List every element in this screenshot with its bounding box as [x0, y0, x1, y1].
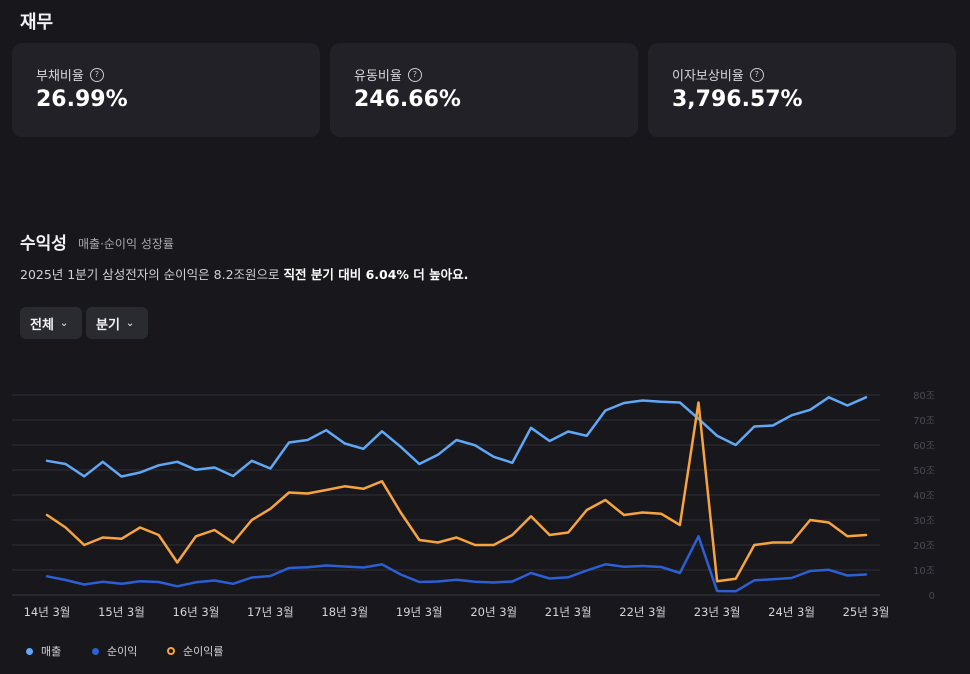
- x-tick-label: 18년 3월: [321, 605, 368, 619]
- y-tick-label: 60조: [913, 441, 935, 452]
- x-tick-label: 19년 3월: [396, 605, 443, 619]
- series-line-1: [45, 535, 868, 593]
- legend-label-net-income: 순이익: [107, 645, 138, 658]
- current-ratio-value: 246.66%: [354, 87, 461, 112]
- x-tick-label: 20년 3월: [470, 605, 517, 619]
- y-tick-label: 10조: [913, 566, 935, 577]
- legend-item-revenue[interactable]: 매출: [26, 643, 61, 659]
- period-dropdown[interactable]: 분기 ⌄: [86, 307, 148, 339]
- y-tick-label: 20조: [913, 541, 935, 552]
- scope-dropdown[interactable]: 전체 ⌄: [20, 307, 82, 339]
- y-tick-label: 40조: [913, 491, 935, 502]
- summary-highlight: 직전 분기 대비 6.04% 더 높아요.: [283, 267, 469, 282]
- y-tick-label: 50조: [913, 466, 935, 477]
- y-tick-label: 30조: [913, 516, 935, 527]
- legend-item-net-income[interactable]: 순이익: [92, 643, 137, 659]
- x-tick-label: 24년 3월: [768, 605, 815, 619]
- debt-ratio-label: 부채비율: [36, 69, 84, 84]
- x-tick-label: 16년 3월: [173, 605, 220, 619]
- interest-coverage-value: 3,796.57%: [672, 87, 803, 112]
- x-tick-label: 22년 3월: [619, 605, 666, 619]
- interest-coverage-label-row: 이자보상비율 ?: [672, 65, 764, 84]
- y-tick-label: 70조: [913, 416, 935, 427]
- current-ratio-label: 유동비율: [354, 69, 402, 84]
- x-tick-label: 14년 3월: [24, 605, 71, 619]
- legend-item-net-margin[interactable]: 순이익률: [167, 643, 223, 659]
- y-tick-label: 80조: [913, 391, 935, 402]
- legend-label-revenue: 매출: [41, 645, 62, 658]
- help-icon[interactable]: ?: [89, 67, 104, 82]
- help-icon[interactable]: ?: [407, 67, 422, 82]
- scope-dropdown-label: 전체: [30, 317, 54, 333]
- summary-text: 2025년 1분기 삼성전자의 순이익은 8.2조원으로: [20, 267, 284, 282]
- series-line-2: [45, 401, 868, 583]
- profitability-title: 수익성: [20, 234, 67, 254]
- chevron-down-icon: ⌄: [125, 317, 135, 329]
- current-ratio-card: 유동비율 ? 246.66%: [330, 43, 638, 137]
- x-tick-label: 15년 3월: [98, 605, 145, 619]
- profitability-subtitle: 매출·순이익 성장률: [78, 237, 174, 251]
- legend-swatch-net-income: [92, 647, 99, 655]
- debt-ratio-label-row: 부채비율 ?: [36, 65, 104, 84]
- debt-ratio-value: 26.99%: [36, 87, 128, 112]
- legend-swatch-revenue: [26, 647, 33, 655]
- profitability-summary: 2025년 1분기 삼성전자의 순이익은 8.2조원으로 직전 분기 대비 6.…: [20, 264, 468, 283]
- y-tick-label: 0: [929, 591, 935, 602]
- interest-coverage-label: 이자보상비율: [672, 69, 744, 84]
- legend-label-net-margin: 순이익률: [183, 645, 224, 658]
- x-tick-label: 25년 3월: [843, 605, 890, 619]
- legend-swatch-net-margin: [167, 647, 175, 655]
- x-tick-label: 23년 3월: [694, 605, 741, 619]
- finance-section-title: 재무: [20, 12, 54, 33]
- period-dropdown-label: 분기: [96, 317, 120, 333]
- profitability-chart: 0 10조 20조 30조 40조 50조 60조 70조 80조 14년 3월 15년 3월 16년…: [12, 391, 935, 619]
- x-tick-label: 21년 3월: [545, 605, 592, 619]
- interest-coverage-card: 이자보상비율 ? 3,796.57%: [648, 43, 956, 137]
- debt-ratio-card: 부채비율 ? 26.99%: [12, 43, 320, 137]
- series-line-0: [45, 396, 868, 478]
- x-tick-label: 17년 3월: [247, 605, 294, 619]
- help-icon[interactable]: ?: [749, 67, 764, 82]
- current-ratio-label-row: 유동비율 ?: [354, 65, 422, 84]
- chevron-down-icon: ⌄: [59, 317, 69, 329]
